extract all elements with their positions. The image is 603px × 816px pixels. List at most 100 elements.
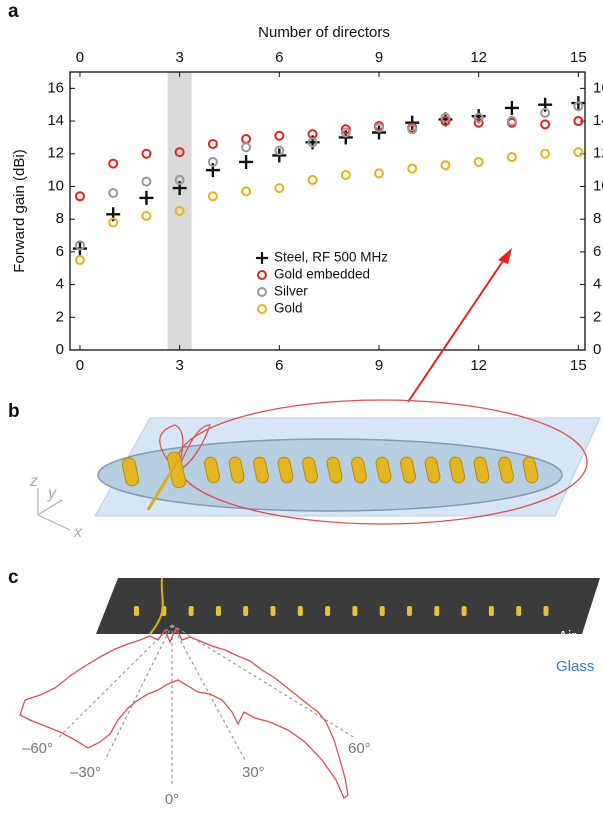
point: [440, 112, 451, 123]
glass-label: Glass: [556, 658, 594, 675]
legend-label: Gold: [274, 301, 303, 316]
point: [340, 170, 351, 181]
rod: [253, 456, 269, 484]
angle-label: –60°: [22, 740, 53, 757]
point: [473, 156, 484, 167]
axis-x: x: [73, 524, 83, 541]
point: [141, 148, 152, 159]
point: [141, 176, 152, 187]
point: [504, 100, 519, 115]
point: [573, 116, 584, 127]
point: [108, 158, 119, 169]
point: [174, 174, 185, 185]
point: [340, 124, 351, 135]
air-label: Air: [558, 628, 576, 645]
y-tick-label: 10: [47, 177, 64, 194]
nano-rod: [243, 606, 249, 616]
rod: [351, 456, 367, 484]
y-tick-label: 8: [56, 210, 64, 227]
rod: [228, 456, 245, 484]
y2-tick-label: 16: [593, 79, 603, 96]
point: [307, 174, 318, 185]
rod: [326, 456, 343, 484]
rod: [204, 456, 220, 484]
point: [241, 134, 252, 145]
point: [108, 217, 119, 228]
legend-label: Silver: [274, 284, 308, 299]
point: [241, 142, 252, 153]
panel-label: b: [8, 401, 20, 422]
nano-rod: [461, 606, 467, 616]
point: [473, 117, 484, 128]
x-tick-label: 15: [570, 357, 587, 374]
axis-y: y: [47, 485, 57, 502]
y-tick-label: 14: [47, 112, 64, 129]
point: [407, 124, 418, 135]
rod: [121, 457, 140, 487]
point: [407, 163, 418, 174]
y-tick-label: 6: [56, 243, 64, 260]
x-top-tick-label: 3: [175, 49, 183, 66]
point: [74, 240, 85, 251]
nano-rod: [543, 606, 549, 616]
side-lobes: [159, 424, 211, 471]
point: [207, 138, 218, 149]
x-top-tick-label: 9: [375, 49, 383, 66]
point: [374, 122, 384, 133]
radiation-pattern: [19, 626, 349, 800]
y2-tick-label: 4: [593, 276, 601, 293]
angle-label: 30°: [242, 764, 265, 781]
rods: [121, 451, 539, 489]
point: [141, 210, 152, 221]
angle-label: 0°: [165, 791, 179, 808]
feed: [146, 459, 180, 511]
plot-frame: [69, 71, 586, 351]
antenna-drawing: z y x: [29, 399, 601, 541]
x-tick-label: 12: [470, 357, 487, 374]
x-tick-label: 6: [275, 357, 283, 374]
plot: 0033669912121515002244668810101212141416…: [47, 49, 603, 374]
sem-plate: [96, 578, 600, 634]
point: [274, 130, 285, 141]
point: [239, 154, 254, 169]
legend-marker: [256, 252, 268, 264]
y-tick-label: 16: [47, 79, 64, 96]
point: [241, 186, 252, 197]
point: [139, 190, 154, 205]
point: [573, 147, 584, 158]
point: [540, 148, 551, 159]
nano-rod: [488, 606, 494, 616]
panel-label: c: [8, 567, 19, 588]
panel-label: a: [8, 1, 19, 22]
top-axis-title: Number of directors: [258, 24, 390, 41]
nano-rod: [434, 606, 440, 616]
legend-marker: [257, 287, 267, 297]
arrow: [407, 257, 506, 403]
point: [506, 116, 517, 127]
y2-tick-label: 6: [593, 243, 601, 260]
rod: [400, 456, 416, 484]
point: [207, 156, 218, 167]
point: [374, 168, 384, 179]
y-tick-label: 4: [56, 276, 64, 293]
y2-tick-label: 2: [593, 308, 601, 325]
sem-image: Air Glass –60° –30° 0° 30° 60°: [19, 577, 600, 808]
x-tick-label: 3: [175, 357, 183, 374]
point: [174, 206, 185, 216]
point: [174, 147, 185, 158]
point: [307, 137, 318, 148]
legend-marker: [257, 270, 267, 280]
nano-rods: [134, 606, 549, 616]
angle-lines: [57, 624, 356, 785]
y2-tick-label: 0: [593, 341, 601, 358]
rod: [473, 456, 490, 484]
nano-rod: [407, 606, 412, 616]
point: [506, 152, 517, 163]
legend-label: Gold embedded: [274, 267, 370, 282]
rod: [498, 456, 514, 484]
point: [340, 127, 351, 138]
y-tick-label: 0: [56, 341, 64, 358]
nano-rod: [270, 606, 276, 616]
